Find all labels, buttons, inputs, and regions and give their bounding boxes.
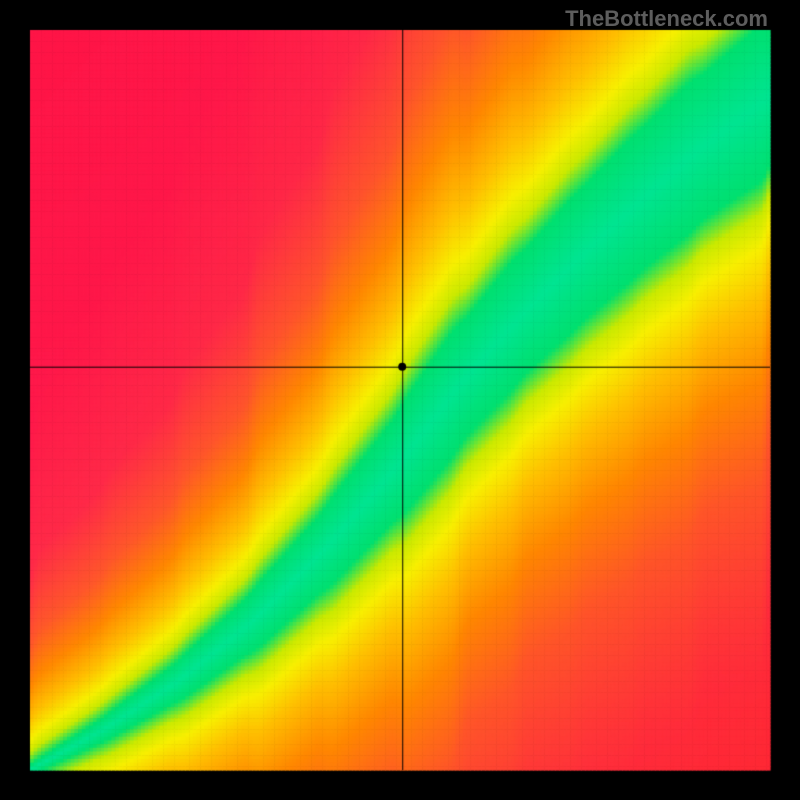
chart-container: { "watermark": { "text": "TheBottleneck.…	[0, 0, 800, 800]
watermark-text: TheBottleneck.com	[565, 6, 768, 32]
bottleneck-heatmap	[0, 0, 800, 800]
